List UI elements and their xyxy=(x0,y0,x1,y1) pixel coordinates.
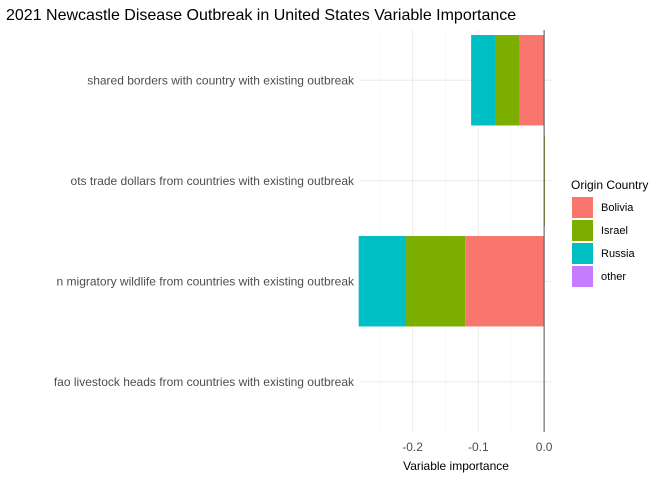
y-axis-labels: shared borders with country with existin… xyxy=(54,73,355,389)
x-axis-ticks: -0.2 -0.1 0.0 xyxy=(402,440,553,454)
bars xyxy=(358,35,545,327)
x-axis-label: Variable importance xyxy=(403,459,509,473)
x-tick-label: 0.0 xyxy=(536,440,553,454)
bar-bolivia-0 xyxy=(519,35,545,126)
legend-label-other: other xyxy=(601,271,626,283)
x-tick-label: -0.1 xyxy=(468,440,489,454)
legend-key-israel xyxy=(572,220,593,241)
legend: Origin Country Bolivia Israel Russia other xyxy=(571,178,648,287)
y-tick-label: ots trade dollars from countries with ex… xyxy=(71,174,355,188)
legend-title: Origin Country xyxy=(571,178,648,192)
y-tick-label: shared borders with country with existin… xyxy=(87,73,355,87)
bar-bolivia-2 xyxy=(465,236,545,327)
legend-key-bolivia xyxy=(572,197,593,218)
legend-label-israel: Israel xyxy=(601,225,628,237)
legend-label-bolivia: Bolivia xyxy=(601,202,634,214)
bar-israel-2 xyxy=(406,236,466,327)
bar-israel-0 xyxy=(495,35,520,126)
bar-russia-0 xyxy=(471,35,496,126)
x-tick-label: -0.2 xyxy=(402,440,423,454)
legend-key-other xyxy=(572,266,593,287)
legend-key-russia xyxy=(572,243,593,264)
y-tick-label: fao livestock heads from countries with … xyxy=(54,375,355,389)
chart-title: 2021 Newcastle Disease Outbreak in Unite… xyxy=(6,7,516,24)
bar-russia-2 xyxy=(358,236,407,327)
legend-label-russia: Russia xyxy=(601,248,636,260)
y-tick-label: n migratory wildlife from countries with… xyxy=(57,274,355,288)
